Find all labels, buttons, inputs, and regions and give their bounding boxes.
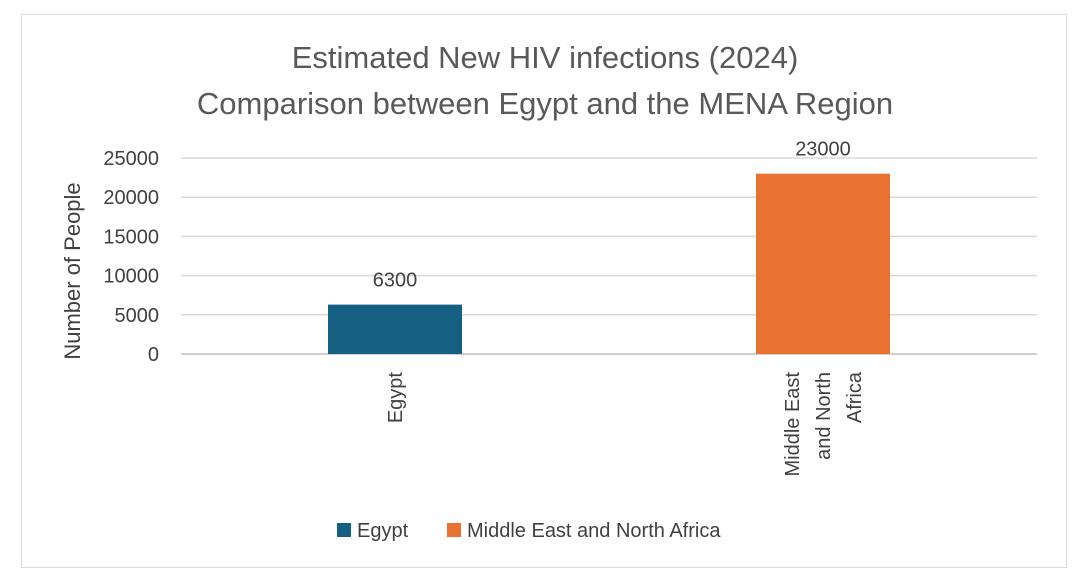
bar (756, 173, 890, 354)
category-label-line: Middle East (782, 372, 804, 477)
category-label-line: and North (813, 372, 835, 460)
y-tick-label: 0 (148, 344, 159, 366)
legend-swatch (337, 523, 351, 537)
y-tick-labels: 0 5000 10000 15000 20000 25000 (103, 148, 159, 366)
category-labels: Egypt Middle East and North Africa (385, 371, 866, 476)
data-label: 23000 (795, 139, 851, 161)
bars (328, 173, 890, 354)
y-tick-label: 10000 (103, 266, 159, 288)
category-label: Egypt (385, 372, 407, 424)
category-label-line: Africa (844, 371, 866, 423)
y-axis-title: Number of People (60, 182, 85, 359)
chart-title-line-1: Estimated New HIV infections (2024) (292, 40, 799, 75)
chart-frame (21, 14, 1067, 568)
y-tick-label: 5000 (115, 305, 160, 327)
y-tick-label: 15000 (103, 226, 159, 248)
category-label-line: Egypt (385, 372, 407, 424)
legend-entry: Egypt (357, 520, 409, 542)
y-tick-label: 20000 (103, 187, 159, 209)
chart-title: Estimated New HIV infections (2024) Comp… (197, 40, 893, 121)
y-tick-label: 25000 (103, 148, 159, 170)
bar (328, 304, 462, 354)
gridlines (181, 157, 1037, 355)
legend-entry: Middle East and North Africa (467, 520, 721, 542)
data-labels: 6300 23000 (373, 139, 851, 292)
legend: Egypt Middle East and North Africa (337, 520, 721, 542)
chart-title-line-2: Comparison between Egypt and the MENA Re… (197, 86, 893, 121)
category-label: Middle East and North Africa (782, 371, 866, 476)
legend-swatch (447, 523, 461, 537)
data-label: 6300 (373, 270, 418, 292)
